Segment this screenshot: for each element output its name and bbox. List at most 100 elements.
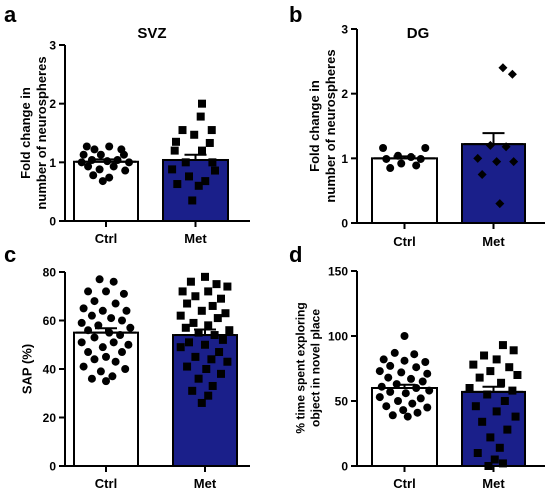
data-point <box>198 99 206 108</box>
bar-met <box>461 390 526 467</box>
data-point <box>95 165 104 174</box>
data-point <box>208 158 217 167</box>
panel-a: a SVZ Fold change innumber of neurospheres… <box>4 2 250 246</box>
data-point <box>98 177 107 186</box>
y-tick-label: 0 <box>49 215 56 229</box>
data-point <box>204 321 213 330</box>
y-tick-label: 100 <box>328 330 348 344</box>
data-point <box>207 126 216 135</box>
data-point <box>513 371 522 379</box>
data-point <box>483 390 492 399</box>
data-point <box>194 181 203 190</box>
y-tick-label: 2 <box>341 87 348 101</box>
data-point <box>423 369 432 378</box>
data-point <box>221 309 230 318</box>
y-axis-label: Fold change innumber of neurospheres <box>307 49 338 202</box>
data-point <box>191 352 200 361</box>
y-axis-label-line: Fold change in <box>18 87 33 179</box>
data-point <box>102 352 110 361</box>
data-point <box>401 389 410 398</box>
data-point <box>124 340 133 349</box>
y-axis-label-line: number of neurospheres <box>34 56 49 209</box>
panel-c: c SAP (%) 0 20 40 60 80 Ctrl Met <box>4 242 250 491</box>
data-point <box>498 341 507 350</box>
data-point <box>87 374 96 383</box>
data-point <box>186 277 195 286</box>
data-point <box>503 425 512 434</box>
data-point <box>208 301 217 310</box>
data-point <box>90 145 99 154</box>
data-point <box>102 287 110 296</box>
y-axis-label-line: object in novel place <box>308 309 322 427</box>
y-tick-label: 1 <box>341 152 348 166</box>
data-point <box>201 272 209 281</box>
y-tick-label: 0 <box>341 217 348 231</box>
data-point <box>486 367 495 376</box>
data-point <box>122 306 131 315</box>
data-point <box>379 355 388 364</box>
data-point <box>505 363 514 372</box>
data-point <box>418 377 427 386</box>
data-point <box>196 112 205 121</box>
data-point <box>107 314 116 323</box>
y-tick-label: 60 <box>43 314 57 328</box>
data-point <box>197 306 206 315</box>
x-tick-label: Ctrl <box>95 231 117 246</box>
y-axis-label-line: % time spent exploring <box>293 302 307 433</box>
data-point <box>211 166 219 175</box>
data-point <box>79 362 88 371</box>
data-point <box>509 157 519 167</box>
data-point <box>399 406 408 415</box>
data-point <box>400 356 409 365</box>
data-point <box>407 374 415 383</box>
data-point <box>375 393 384 402</box>
data-point <box>108 372 117 381</box>
data-point <box>377 382 386 391</box>
data-point <box>223 282 232 291</box>
data-point <box>188 386 197 395</box>
data-point <box>189 318 198 327</box>
data-point <box>490 455 499 464</box>
data-point <box>198 146 206 155</box>
data-point <box>400 332 409 340</box>
data-point <box>416 394 425 403</box>
x-tick-label: Ctrl <box>393 234 415 249</box>
data-point <box>421 358 430 366</box>
data-point <box>183 362 192 371</box>
data-point <box>105 142 114 151</box>
bar-met <box>461 143 526 225</box>
data-point <box>471 402 480 411</box>
data-point <box>412 363 421 372</box>
y-tick-label: 80 <box>43 266 57 280</box>
data-point <box>105 173 114 182</box>
data-point <box>390 348 399 357</box>
data-point <box>408 399 417 408</box>
data-point <box>82 142 91 151</box>
data-point <box>218 335 227 344</box>
data-point <box>394 397 402 405</box>
data-point <box>109 162 118 171</box>
data-point <box>388 411 397 420</box>
data-point <box>178 126 187 135</box>
data-point <box>386 387 395 396</box>
y-axis-label: SAP (%) <box>20 344 35 394</box>
y-tick-label: 150 <box>328 265 348 279</box>
data-point <box>197 398 206 407</box>
bar-ctrl <box>371 157 438 224</box>
data-point <box>382 402 391 411</box>
y-tick-label: 20 <box>43 411 57 425</box>
data-point <box>486 433 495 442</box>
data-point <box>497 378 506 387</box>
data-point <box>178 287 187 296</box>
panel-letter: b <box>289 2 302 27</box>
data-point <box>77 318 86 327</box>
data-point <box>176 311 185 320</box>
data-point <box>118 348 126 357</box>
data-point <box>469 360 478 369</box>
data-point <box>109 338 118 347</box>
data-point <box>98 306 107 315</box>
data-point <box>173 180 182 189</box>
data-point <box>225 326 234 335</box>
data-point <box>204 391 213 400</box>
